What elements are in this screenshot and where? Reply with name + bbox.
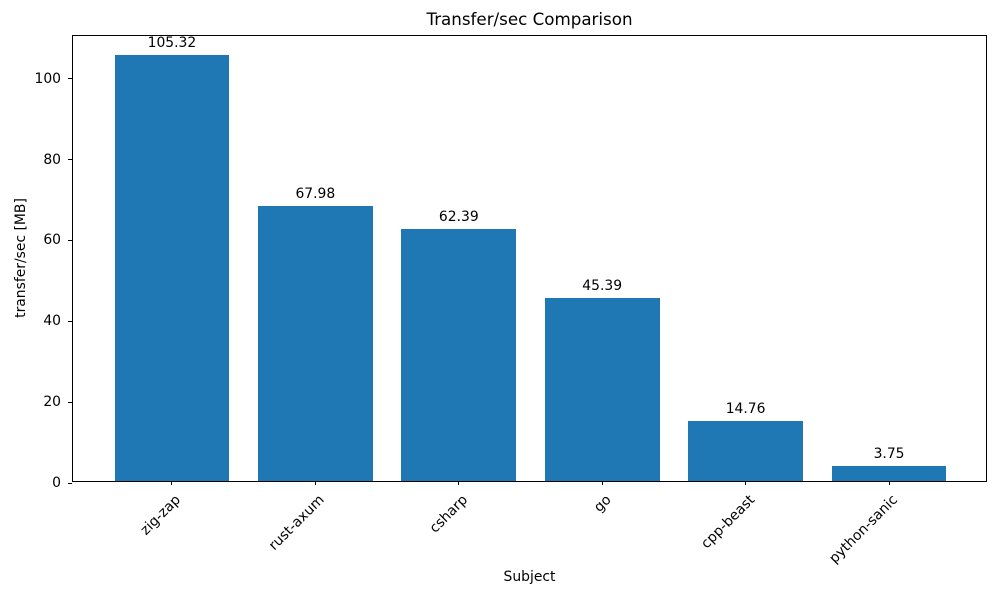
x-tick-label: csharp [426,492,472,537]
bar-value-label: 45.39 [582,277,623,294]
bar-value-label: 105.32 [147,35,197,52]
bar-value-label: 62.39 [438,208,479,225]
x-tick-mark [601,481,603,485]
chart-title: Transfer/sec Comparison [426,9,633,29]
y-tick-label: 40 [43,313,61,330]
x-tick-label: rust-axum [265,492,328,554]
bar-value-label: 3.75 [873,445,905,462]
x-tick-mark [458,481,460,485]
y-tick-mark [68,78,72,80]
y-tick-mark [68,401,72,403]
y-tick-mark [68,320,72,322]
x-tick-label: zig-zap [137,492,185,539]
bar [114,55,230,481]
y-tick-label: 60 [43,232,61,249]
y-tick-label: 100 [34,70,61,87]
x-tick-mark [314,481,316,485]
x-tick-mark [745,481,747,485]
x-axis-label: Subject [503,569,556,585]
x-tick-label: python-sanic [826,492,902,567]
y-tick-label: 20 [43,394,61,411]
bar [258,206,373,481]
y-tick-mark [68,482,72,484]
bar [401,228,517,481]
y-tick-mark [68,239,72,241]
bar-value-label: 14.76 [725,401,766,418]
x-tick-label: cpp-beast [697,492,758,552]
x-tick-label: go [590,492,615,516]
y-axis-label: transfer/sec [MB] [13,198,29,318]
bar [544,297,660,481]
bar [831,465,947,481]
y-tick-mark [68,159,72,161]
bar [688,421,803,481]
y-tick-label: 0 [52,475,61,491]
plot-area: 105.32 zig-zap 67.98 rust-axum 62.39 csharp 45… [34,35,987,567]
x-tick-mark [171,481,173,485]
x-tick-mark [888,481,890,485]
y-tick-label: 80 [43,151,61,168]
bar-value-label: 67.98 [295,186,336,203]
